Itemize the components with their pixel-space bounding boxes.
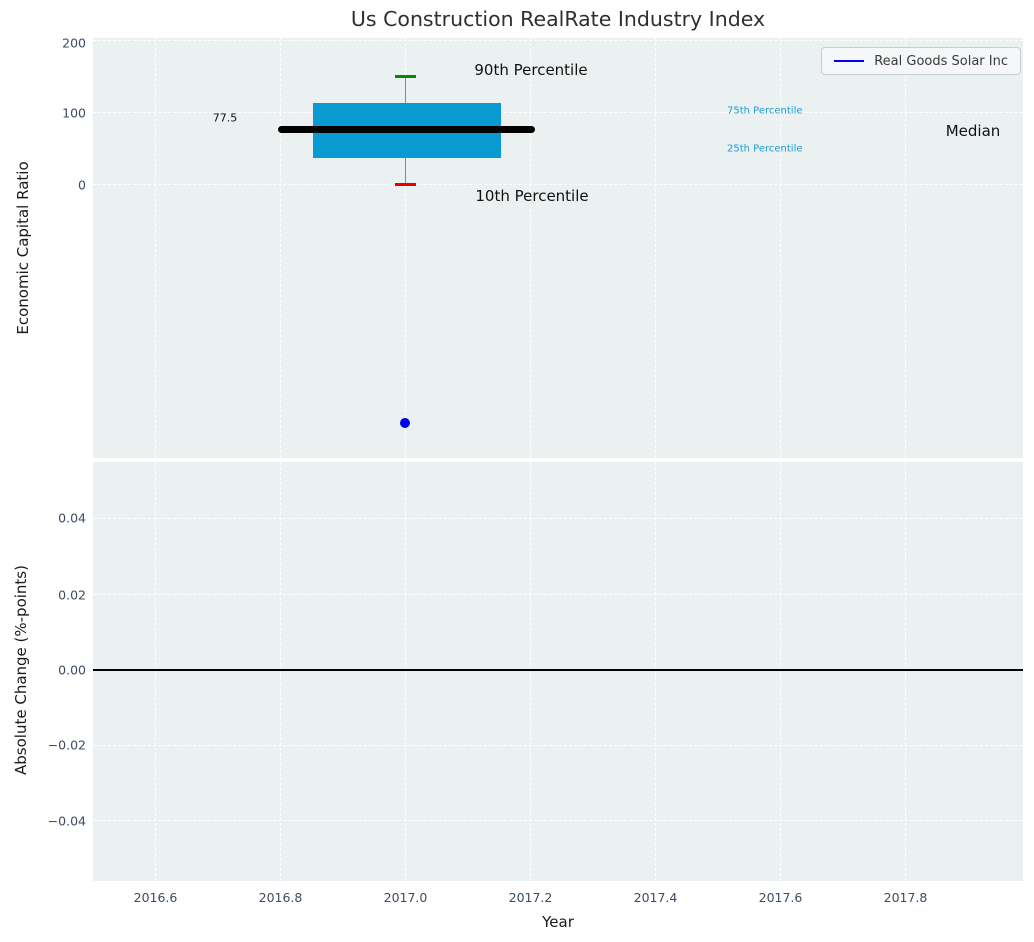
annotation-10th-percentile: 10th Percentile — [475, 187, 589, 205]
median-line — [278, 126, 535, 133]
gridline-horizontal — [93, 184, 1023, 185]
ytick-label: 0 — [78, 177, 86, 192]
gridline-vertical — [655, 38, 656, 458]
legend: Real Goods Solar Inc — [821, 47, 1021, 75]
xtick-label: 2017.2 — [508, 890, 553, 905]
gridline-vertical — [280, 462, 281, 881]
annotation-90th-percentile: 90th Percentile — [474, 61, 588, 79]
gridline-horizontal — [93, 594, 1023, 595]
gridline-horizontal — [93, 518, 1023, 519]
gridline-vertical — [155, 38, 156, 458]
gridline-vertical — [530, 462, 531, 881]
top-plot-area: 90th Percentile 10th Percentile 77.5 75t… — [93, 38, 1023, 458]
gridline-vertical — [905, 462, 906, 881]
xtick-label: 2016.6 — [133, 890, 178, 905]
gridline-vertical — [405, 38, 406, 458]
annotation-25th-percentile: 25th Percentile — [727, 143, 803, 155]
chart-title: Us Construction RealRate Industry Index — [350, 7, 766, 31]
x-axis-label: Year — [542, 913, 574, 931]
annotation-median: Median — [945, 122, 1001, 140]
gridline-vertical — [780, 38, 781, 458]
annotation-75th-percentile: 75th Percentile — [727, 105, 803, 117]
gridline-vertical — [655, 462, 656, 881]
company-data-point — [400, 418, 410, 428]
bottom-y-axis-label: Absolute Change (%-points) — [12, 565, 30, 775]
xtick-label: 2017.8 — [883, 890, 928, 905]
ytick-label: 100 — [62, 105, 86, 120]
ytick-label: −0.02 — [47, 737, 86, 753]
xtick-label: 2017.0 — [383, 890, 428, 905]
gridline-horizontal — [93, 745, 1023, 746]
xtick-label: 2017.4 — [633, 890, 678, 905]
gridline-vertical — [155, 462, 156, 881]
zero-reference-line — [93, 669, 1023, 671]
annotation-median-value: 77.5 — [212, 111, 238, 125]
gridline-horizontal — [93, 820, 1023, 821]
ytick-label: 0.00 — [58, 662, 86, 677]
gridline-horizontal — [93, 40, 1023, 41]
gridline-vertical — [280, 38, 281, 458]
gridline-vertical — [530, 38, 531, 458]
ytick-label: −0.04 — [47, 813, 86, 828]
legend-line-icon — [834, 59, 865, 63]
bottom-plot-area — [93, 462, 1023, 881]
gridline-vertical — [780, 462, 781, 881]
ytick-label: 0.04 — [58, 510, 86, 526]
gridline-vertical — [905, 38, 906, 458]
xtick-label: 2016.8 — [258, 890, 303, 905]
gridline-vertical — [405, 462, 406, 881]
upper-whisker-cap-90th — [395, 75, 416, 78]
legend-label: Real Goods Solar Inc — [874, 53, 1008, 69]
top-y-axis-label: Economic Capital Ratio — [14, 161, 32, 335]
xtick-label: 2017.6 — [758, 890, 803, 905]
gridline-horizontal — [93, 112, 1023, 113]
lower-whisker-cap-10th — [395, 183, 416, 186]
ytick-label: 200 — [62, 35, 86, 50]
ytick-label: 0.02 — [58, 587, 86, 602]
